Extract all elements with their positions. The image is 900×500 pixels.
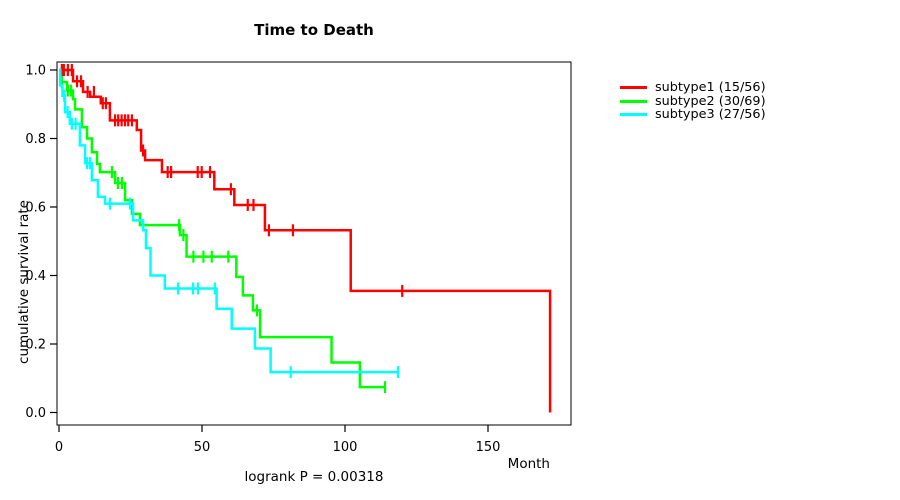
- x-axis-tick-label: 50: [194, 440, 211, 455]
- legend-label: subtype2 (30/69): [655, 93, 766, 109]
- legend-item-subtype3: subtype3 (27/56): [620, 106, 766, 122]
- legend-label: subtype3 (27/56): [655, 106, 766, 122]
- legend-item-subtype1: subtype1 (15/56): [620, 80, 766, 96]
- legend: subtype1 (15/56) subtype2 (30/69) subtype3…: [620, 80, 766, 122]
- plot-box: [56, 61, 572, 426]
- y-axis-tick-label: 0.6: [25, 201, 46, 216]
- logrank-pvalue-annotation: logrank P = 0.00318: [244, 469, 384, 485]
- y-axis-tick-label: 1.0: [25, 64, 46, 79]
- y-axis-tick-label: 0.2: [25, 338, 46, 353]
- survival-curve-subtype3: [58, 68, 398, 374]
- legend-label: subtype1 (15/56): [655, 80, 766, 96]
- chart-title: Time to Death: [254, 21, 374, 39]
- x-axis-tick-label: 0: [55, 440, 63, 455]
- legend-line-swatch: [620, 99, 647, 103]
- legend-line-swatch: [620, 112, 647, 116]
- x-axis-label: Month: [507, 456, 550, 472]
- survival-curve-subtype2: [59, 68, 386, 389]
- x-axis-tick-label: 100: [333, 440, 358, 455]
- y-axis-tick-label: 0.4: [25, 269, 46, 284]
- y-axis-tick-label: 0.8: [25, 132, 46, 147]
- x-axis-tick-label: 150: [476, 440, 501, 455]
- legend-line-swatch: [620, 86, 647, 90]
- legend-item-subtype2: subtype2 (30/69): [620, 93, 766, 109]
- y-axis-tick-label: 0.0: [25, 406, 46, 421]
- y-axis-label: cumulative survival rate: [16, 200, 32, 364]
